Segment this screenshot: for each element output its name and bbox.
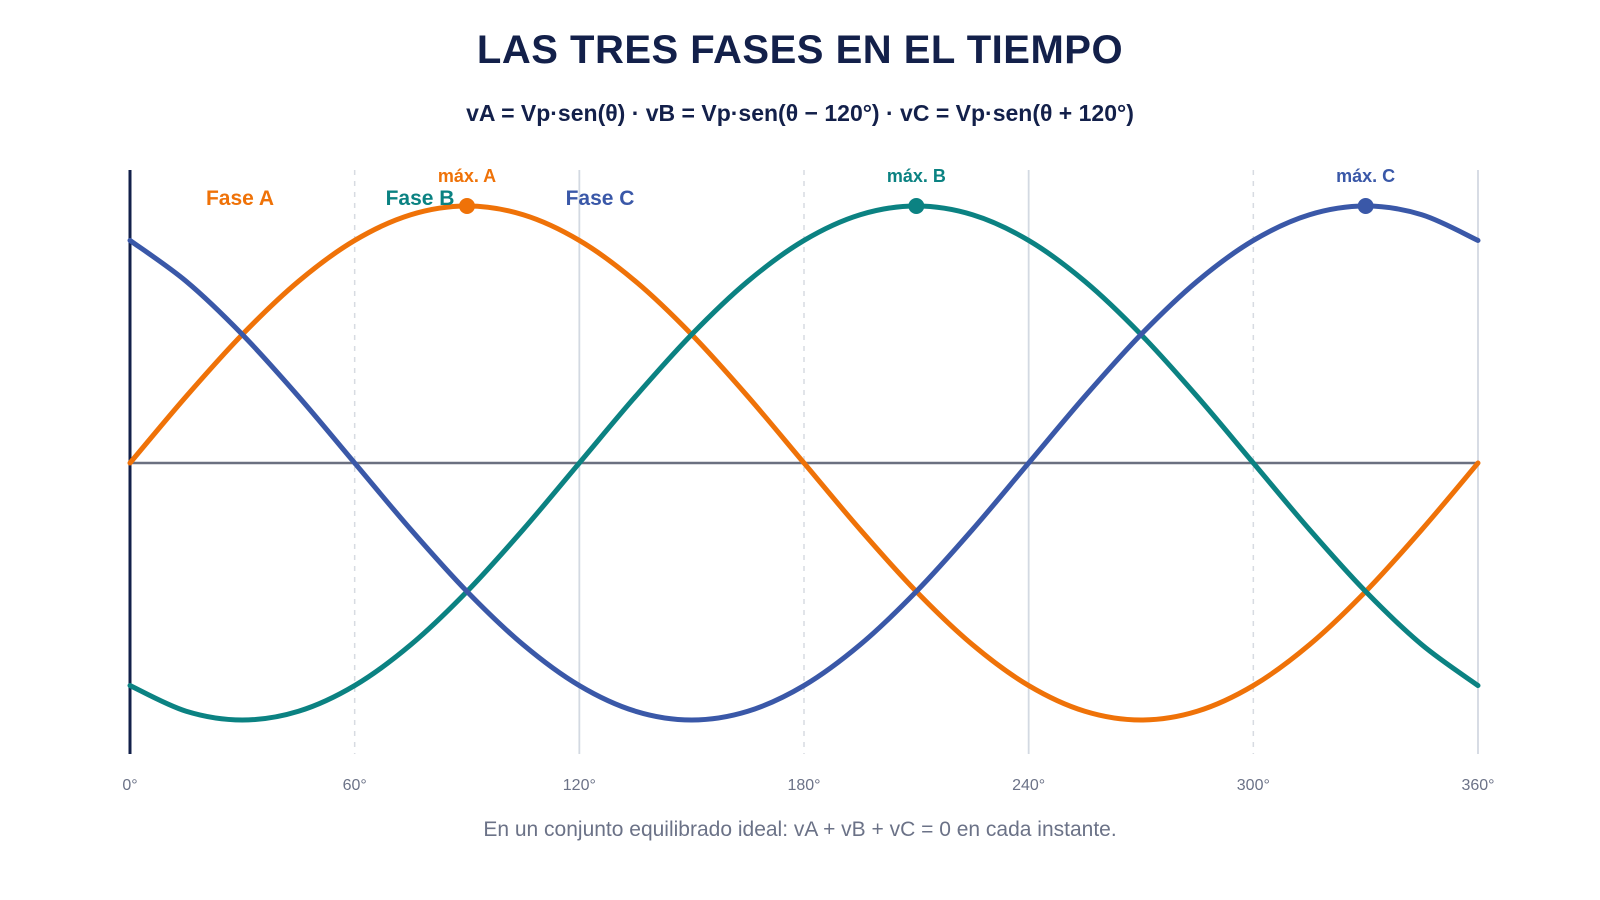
peak-label-fase-b: máx. B <box>887 166 946 186</box>
peak-marker-fase-a <box>459 198 475 214</box>
legend-label-fase-a: Fase A <box>206 187 274 210</box>
legend-label-fase-b: Fase B <box>386 187 455 210</box>
x-tick-label-360: 360° <box>1461 777 1494 794</box>
peak-label-fase-a: máx. A <box>438 166 496 186</box>
x-tick-label-300: 300° <box>1237 777 1270 794</box>
x-tick-label-240: 240° <box>1012 777 1045 794</box>
peak-marker-fase-c <box>1357 198 1374 214</box>
x-tick-label-60: 60° <box>343 777 367 794</box>
peak-label-fase-c: máx. C <box>1336 166 1395 186</box>
chart-subtitle: vA = Vp·sen(θ) · vB = Vp·sen(θ − 120°) ·… <box>466 100 1134 126</box>
x-tick-label-0: 0° <box>122 777 137 794</box>
series-line-fase-b <box>127 203 1481 723</box>
chart-title: LAS TRES FASES EN EL TIEMPO <box>476 28 1124 72</box>
x-tick-label-120: 120° <box>563 777 596 794</box>
series-layer <box>127 203 1481 723</box>
legend: Fase A Fase B Fase C <box>206 187 634 210</box>
chart-footnote: En un conjunto equilibrado ideal: vA + v… <box>483 818 1117 841</box>
peak-marker-fase-b <box>908 198 925 214</box>
x-tick-labels: 0° 60° 120° 180° 240° 300° 360° <box>122 777 1494 794</box>
series-line-fase-a <box>127 203 1481 723</box>
x-tick-label-180: 180° <box>787 777 820 794</box>
legend-label-fase-c: Fase C <box>566 187 635 210</box>
peak-layer: máx. A máx. B máx. C <box>438 166 1395 214</box>
series-line-fase-c <box>127 203 1481 723</box>
